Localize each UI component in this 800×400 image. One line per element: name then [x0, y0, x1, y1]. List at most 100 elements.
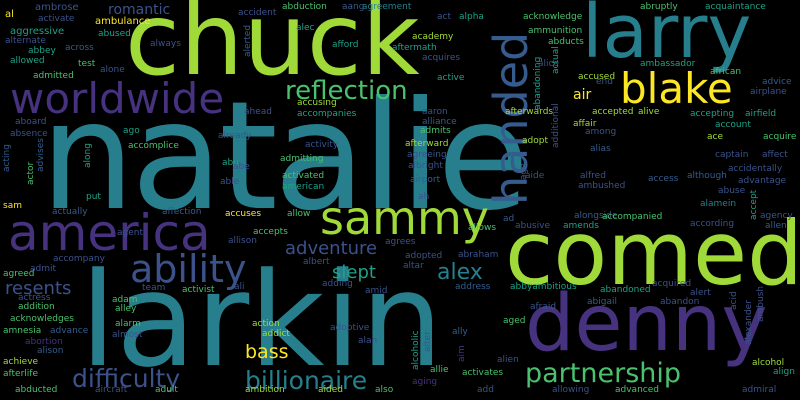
word: affect: [762, 150, 788, 160]
word: aircraft: [95, 385, 128, 395]
word: sam: [3, 201, 22, 211]
word: activist: [182, 285, 215, 295]
word: actually: [52, 207, 88, 217]
word: accidentally: [728, 164, 783, 174]
word: abducts: [548, 37, 584, 47]
word: afford: [332, 40, 359, 50]
word: although: [687, 171, 727, 181]
word: adult: [155, 385, 178, 395]
word: abuse: [718, 186, 746, 196]
word: airport: [410, 175, 441, 185]
word: accept: [749, 189, 759, 220]
word: accuses: [225, 209, 262, 219]
word-air: air: [573, 87, 592, 103]
word: ago: [123, 126, 140, 136]
word: ambush: [756, 285, 766, 322]
word: aged: [503, 316, 526, 326]
word: add: [477, 385, 494, 395]
word-america: america: [8, 204, 211, 262]
word: aang: [342, 2, 365, 12]
word: abbey: [28, 46, 56, 56]
word: abandon: [660, 297, 700, 307]
word-denny: denny: [525, 279, 768, 369]
word: abruptly: [640, 2, 678, 12]
word: american: [282, 182, 325, 192]
word: advantage: [738, 176, 787, 186]
word: activated: [282, 171, 325, 181]
word: actress: [18, 293, 51, 303]
word-sammy: sammy: [320, 191, 489, 245]
word: albert: [303, 257, 330, 267]
word: captain: [715, 150, 749, 160]
word-billionaire: billionaire: [245, 366, 368, 395]
word: able: [220, 177, 240, 187]
word: achieve: [3, 357, 39, 367]
word: also: [375, 385, 394, 395]
word: advance: [50, 326, 89, 336]
word-slept: slept: [332, 262, 376, 283]
word: allie: [430, 365, 449, 375]
word: admits: [420, 126, 451, 136]
word: additional: [551, 103, 561, 148]
word: team: [142, 283, 166, 293]
word: along: [83, 143, 93, 168]
word: agrees: [385, 237, 416, 247]
word: airfield: [745, 109, 777, 119]
word: alley: [115, 304, 137, 314]
word: airplane: [750, 87, 787, 97]
word: ambition: [245, 385, 285, 395]
word: activates: [462, 368, 504, 378]
word: always: [150, 39, 181, 49]
word: abandoned: [600, 285, 651, 295]
word: alert: [690, 288, 711, 298]
word-difficulty: difficulty: [72, 364, 181, 393]
word: academy: [412, 32, 454, 42]
word: accomplice: [128, 141, 179, 151]
word: accusing: [297, 98, 337, 108]
word: abe: [233, 162, 250, 172]
word: alpha: [459, 12, 484, 22]
word: ali: [234, 282, 245, 292]
word: amid: [365, 286, 388, 296]
word: alison: [37, 346, 64, 356]
word: adoptive: [330, 323, 370, 333]
word: advanced: [615, 385, 659, 395]
word-adventure: adventure: [285, 238, 378, 259]
word: acting: [2, 144, 12, 172]
word: abusive: [515, 221, 550, 231]
word: ally: [452, 327, 468, 337]
word: adding: [322, 279, 353, 289]
word: allow: [287, 209, 311, 219]
word: aftermath: [392, 43, 437, 53]
word: activate: [38, 14, 75, 24]
word: accused: [578, 72, 616, 82]
word: affection: [162, 207, 202, 217]
word: alternate: [5, 36, 46, 46]
word: addict: [262, 329, 290, 339]
word: abu: [222, 158, 239, 168]
word: aging: [412, 377, 438, 387]
word: african: [710, 67, 742, 77]
word: alongside: [574, 211, 618, 221]
word: affair: [573, 119, 597, 129]
word: allows: [468, 223, 497, 233]
word: allowing: [552, 385, 590, 395]
word: adopt: [522, 136, 548, 146]
word: advice: [762, 77, 792, 87]
word: abandoning: [533, 56, 543, 110]
word: act: [437, 12, 451, 22]
word: acquaintance: [705, 2, 766, 12]
word: acknowledge: [523, 12, 583, 22]
word: account: [715, 120, 751, 130]
word: absence: [10, 129, 48, 139]
word: romantic: [108, 2, 171, 18]
word: alone: [100, 65, 125, 75]
word: acquired: [652, 279, 692, 289]
word: abducted: [15, 385, 58, 395]
word: altar: [403, 261, 424, 271]
word: ahead: [244, 107, 272, 117]
word: aaron: [422, 107, 448, 117]
word: ace: [707, 132, 724, 142]
word: alec: [296, 23, 315, 33]
